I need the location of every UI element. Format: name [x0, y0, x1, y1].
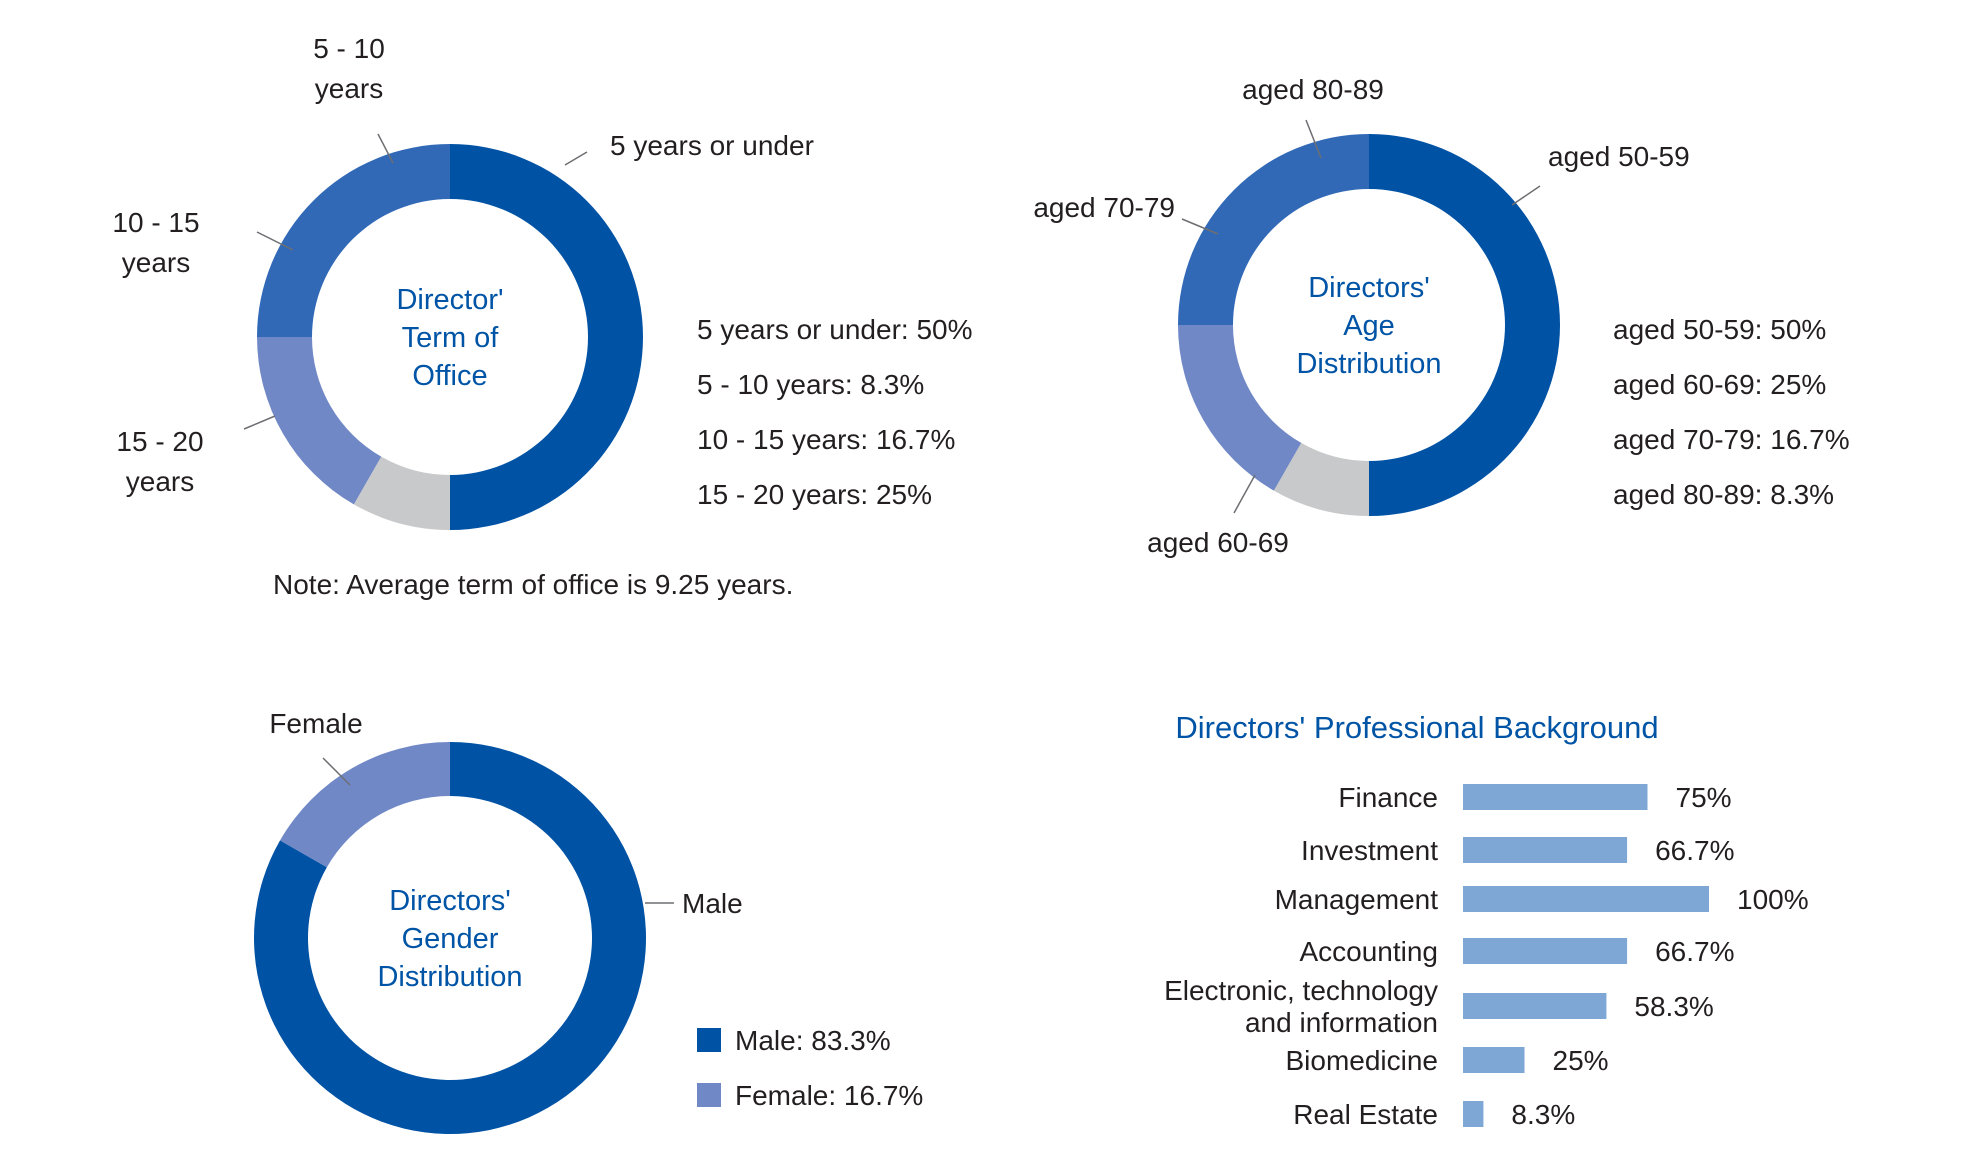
bar-management — [1463, 886, 1709, 912]
slice-label-aged-80-89: aged 80-89 — [1242, 74, 1384, 105]
slice-label-aged-50-59: aged 50-59 — [1548, 141, 1690, 172]
leader-line — [243, 415, 276, 430]
legend-item: Male: 83.3% — [735, 1025, 891, 1056]
bar-accounting — [1463, 938, 1628, 964]
bar-category-label: Real Estate — [1293, 1099, 1438, 1130]
slice-label-15-20-years: 15 - 20 years — [116, 426, 203, 497]
donut-slice-female — [280, 742, 450, 868]
donut-slice-aged-70-79 — [1178, 325, 1302, 491]
slice-label-male: Male — [682, 888, 743, 919]
donut-center-label: Directors' Gender Distribution — [377, 885, 522, 993]
leader-line — [1305, 119, 1322, 159]
gender-distribution-donut-chart: Directors' Gender Distribution Male Female Ma… — [253, 708, 923, 1134]
leader-line — [1233, 474, 1256, 514]
term-of-office-donut-chart: Director' Term of Office 5 years or under 5 … — [112, 33, 972, 600]
bar-category-label: Investment — [1301, 835, 1438, 866]
donut-center-label: Director' Term of Office — [396, 284, 503, 392]
donut-slice-5-years-or-under — [450, 144, 644, 530]
bar-value-label: 75% — [1676, 782, 1732, 813]
legend-item: 5 - 10 years: 8.3% — [697, 369, 924, 400]
leader-line — [377, 133, 394, 164]
slice-label-5-years-or-under: 5 years or under — [610, 130, 814, 161]
donut-slice-15-20-years — [257, 144, 450, 337]
leader-line — [564, 151, 588, 166]
leader-line — [322, 757, 351, 786]
legend-swatch — [697, 1028, 721, 1052]
bar-investment — [1463, 837, 1628, 863]
leader-line — [256, 231, 294, 251]
chart-note: Note: Average term of office is 9.25 yea… — [273, 569, 793, 600]
bar-value-label: 100% — [1737, 884, 1809, 915]
legend-item: aged 50-59: 50% — [1613, 314, 1826, 345]
donut-slice-aged-80-89 — [1273, 442, 1369, 516]
legend-item: aged 70-79: 16.7% — [1613, 424, 1850, 455]
bar-value-label: 25% — [1553, 1045, 1609, 1076]
bar-value-label: 66.7% — [1655, 936, 1734, 967]
bar-category-label: Electronic, technology and information — [1164, 975, 1438, 1038]
legend-item: Female: 16.7% — [735, 1080, 923, 1111]
bar-category-label: Accounting — [1299, 936, 1438, 967]
leader-line — [1181, 218, 1219, 235]
slice-label-10-15-years: 10 - 15 years — [112, 207, 199, 278]
bar-category-label: Management — [1275, 884, 1439, 915]
bar-value-label: 66.7% — [1655, 835, 1734, 866]
age-distribution-donut-chart: Directors' Age Distribution aged 50-59 aged … — [1033, 74, 1849, 558]
legend-item: aged 60-69: 25% — [1613, 369, 1826, 400]
leader-line — [1511, 185, 1541, 206]
legend-item: 15 - 20 years: 25% — [697, 479, 932, 510]
slice-label-aged-70-79: aged 70-79 — [1033, 192, 1175, 223]
legend-item: 10 - 15 years: 16.7% — [697, 424, 955, 455]
donut-slice-5-10-years — [353, 456, 450, 530]
legend-item: 5 years or under: 50% — [697, 314, 973, 345]
legend-swatch — [697, 1083, 721, 1107]
donut-slice-10-15-years — [257, 337, 382, 505]
bar-real-estate — [1463, 1101, 1484, 1127]
bar-chart-title: Directors' Professional Background — [1175, 710, 1658, 745]
bar-value-label: 58.3% — [1634, 991, 1713, 1022]
bar-category-label: Finance — [1338, 782, 1438, 813]
donut-center-label: Directors' Age Distribution — [1296, 272, 1441, 380]
legend-item: aged 80-89: 8.3% — [1613, 479, 1834, 510]
bar-finance — [1463, 784, 1648, 810]
donut-slice-aged-50-59 — [1369, 134, 1561, 516]
bar-electronic-technology-and-information — [1463, 993, 1607, 1019]
bar-category-label: Biomedicine — [1285, 1045, 1438, 1076]
slice-label-aged-60-69: aged 60-69 — [1147, 527, 1289, 558]
slice-label-female: Female — [269, 708, 362, 739]
bar-biomedicine — [1463, 1047, 1525, 1073]
professional-background-bar-chart: Directors' Professional Background Financ… — [1164, 710, 1809, 1130]
bar-value-label: 8.3% — [1511, 1099, 1575, 1130]
slice-label-5-10-years: 5 - 10 years — [313, 33, 385, 104]
donut-slice-aged-60-69 — [1178, 134, 1369, 325]
